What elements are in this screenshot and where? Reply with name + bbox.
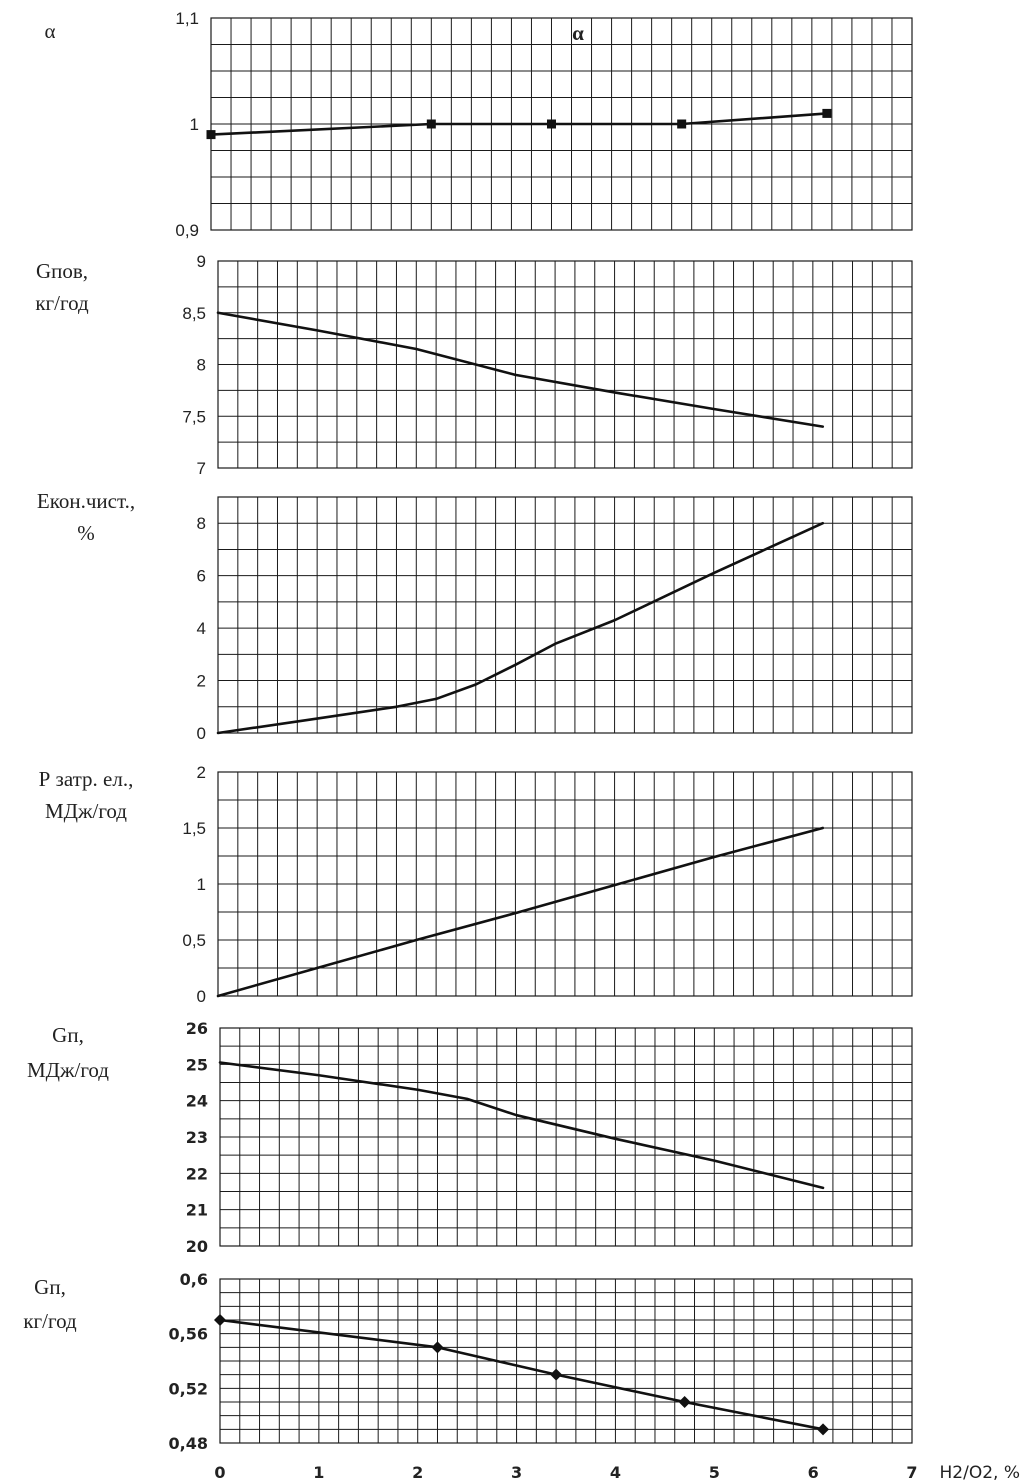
x-tick-label: 0 [214,1463,225,1482]
y-tick-label: 0,48 [169,1434,208,1453]
y-tick-label: 0,6 [180,1270,208,1289]
y-axis-label: кг/год [23,1309,77,1333]
y-tick-label: 25 [186,1055,208,1074]
y-tick-label: 1,1 [175,9,199,28]
data-point [546,119,556,129]
y-tick-label: 8 [197,356,206,375]
chart-panel-5: 20 21 22 23 24 25 26 Gп, МДж/год [27,1019,913,1256]
y-tick-label: 8,5 [182,304,206,323]
y-tick-label: 7 [197,459,206,478]
y-axis-label: Р затр. ел., [39,767,134,791]
y-tick-label: 1 [190,115,199,134]
x-tick-label: 7 [906,1463,917,1482]
y-tick-label: 1 [197,875,206,894]
grid [218,772,912,996]
grid [218,261,912,468]
plot-frame [219,1027,913,1247]
x-tick-label: 1 [313,1463,324,1482]
y-tick-label: 8 [197,514,206,533]
data-point [214,1314,226,1326]
y-axis-label: Gпов, [36,259,88,283]
x-tick-label: 6 [808,1463,819,1482]
y-tick-label: 0,9 [175,221,199,240]
grid [220,1028,912,1246]
chart-panel-2: 7 7,5 8 8,5 9 Gпов, кг/год [35,252,913,478]
plot-frame [217,260,913,469]
x-tick-label: 5 [709,1463,720,1482]
plot-frame [217,496,913,734]
y-tick-label: 2 [197,763,206,782]
y-tick-label: 24 [186,1092,208,1111]
data-point [677,119,687,129]
y-tick-label: 4 [197,619,206,638]
series-line [216,311,825,428]
y-axis-label: кг/год [35,291,89,315]
data-point [426,119,436,129]
y-axis-label: Екон.чист., [37,489,135,513]
series-line [216,826,825,998]
y-tick-label: 0,56 [169,1325,208,1344]
grid [218,497,912,733]
y-axis-label: % [77,521,95,545]
data-point [550,1368,563,1381]
grid [220,1279,912,1443]
y-axis-label: МДж/год [45,799,127,823]
y-tick-label: 26 [186,1019,208,1038]
y-axis-label: α [44,19,55,43]
y-tick-label: 0,5 [182,931,206,950]
x-tick-label: 3 [511,1463,522,1482]
y-tick-label: 9 [197,252,206,271]
x-tick-label: 4 [610,1463,621,1482]
y-tick-label: 0,52 [169,1379,208,1398]
data-point [431,1341,444,1354]
data-point [817,1423,830,1436]
chart-title: α [572,21,584,45]
chart-panel-3: 0 2 4 6 8 Екон.чист.,% [37,489,913,743]
plot-frame [210,17,913,231]
chart-panel-1: 0,9 1 1,1 α α [44,9,913,240]
y-tick-label: 21 [186,1201,208,1220]
chart-panel-6: 0,48 0,52 0,56 0,6 Gп, кг/год 0 1 2 3 4 5 6 7 H2/O2, % [23,1270,1020,1483]
y-tick-label: 7,5 [182,407,206,426]
y-tick-label: 0 [197,987,206,1006]
x-tick-label: 2 [412,1463,423,1482]
y-axis-label: МДж/год [27,1058,109,1082]
plot-frame [217,771,913,997]
y-tick-label: 6 [197,567,206,586]
y-tick-label: 0 [197,724,206,743]
y-axis-label: Gп, [52,1023,84,1047]
y-tick-label: 22 [186,1164,208,1183]
data-point [206,130,216,140]
y-tick-label: 1,5 [182,819,206,838]
plot-frame [219,1278,913,1444]
y-tick-label: 20 [186,1237,208,1256]
chart-panel-4: 0 0,5 1 1,5 2 Р затр. ел., МДж/год [39,763,913,1006]
series-line [218,1061,825,1190]
data-point [822,108,832,118]
x-axis-label: H2/O2, % [940,1463,1020,1483]
series-line [216,521,825,735]
data-point [678,1396,691,1408]
y-axis-label: Gп, [34,1275,66,1299]
y-tick-label: 2 [197,672,206,691]
y-tick-label: 23 [186,1128,208,1147]
